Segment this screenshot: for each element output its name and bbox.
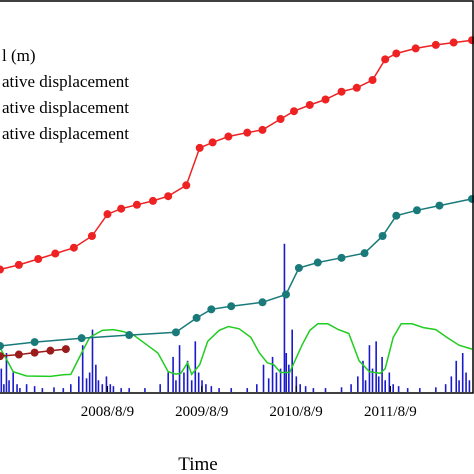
data-point-red xyxy=(352,83,361,92)
x-axis-label: Time xyxy=(178,454,217,474)
data-point-red xyxy=(305,100,314,109)
x-tick-label: 2009/8/9 xyxy=(175,404,228,420)
legend-entry: ative displacement xyxy=(2,98,129,117)
data-point-red xyxy=(0,265,4,274)
data-point-teal xyxy=(378,232,387,240)
data-point-darkred xyxy=(46,346,55,355)
legend: l (m) ative displacement ative displacemen… xyxy=(2,46,129,143)
data-point-red xyxy=(224,132,233,141)
legend-entry: ative displacement xyxy=(2,124,129,143)
data-point-red xyxy=(51,249,60,258)
data-point-red xyxy=(289,107,298,116)
plot-marks xyxy=(0,36,474,392)
data-point-teal xyxy=(0,341,4,350)
data-point-darkred xyxy=(61,345,70,354)
data-point-darkred xyxy=(0,352,4,361)
series-line-green xyxy=(0,323,473,378)
x-axis: 2008/8/9 2009/8/9 2010/8/9 2011/8/9 xyxy=(81,386,417,420)
data-point-teal xyxy=(207,305,216,314)
data-point-red xyxy=(195,143,204,152)
data-point-red xyxy=(69,243,78,252)
data-point-red xyxy=(368,76,377,84)
data-point-red xyxy=(321,95,330,104)
plot-frame xyxy=(0,0,474,394)
data-point-red xyxy=(381,55,390,64)
data-point-teal xyxy=(294,263,303,272)
data-point-teal xyxy=(258,298,267,307)
data-point-teal xyxy=(392,211,401,220)
data-point-teal xyxy=(360,249,369,258)
data-point-red xyxy=(14,260,23,269)
data-point-teal xyxy=(435,201,444,210)
data-point-teal xyxy=(337,253,346,262)
data-point-red xyxy=(132,200,141,209)
data-point-red xyxy=(243,128,252,137)
data-point-teal xyxy=(30,338,39,347)
data-point-red xyxy=(148,196,157,205)
data-point-teal xyxy=(313,258,322,267)
data-point-red xyxy=(117,204,126,213)
data-point-teal xyxy=(125,331,134,340)
data-point-red xyxy=(87,232,96,240)
data-point-red xyxy=(258,125,267,134)
legend-entry: l (m) xyxy=(2,46,36,65)
x-tick-label: 2008/8/9 xyxy=(81,404,134,420)
data-point-red xyxy=(411,44,420,53)
data-point-teal xyxy=(77,334,86,343)
data-point-red xyxy=(392,49,401,58)
data-point-darkred xyxy=(14,350,23,359)
data-point-teal xyxy=(281,290,290,299)
data-point-red xyxy=(164,192,173,201)
data-point-red xyxy=(182,181,191,190)
legend-entry: ative displacement xyxy=(2,72,129,91)
data-point-teal xyxy=(227,302,236,311)
data-point-red xyxy=(431,40,440,49)
data-point-teal xyxy=(171,328,180,337)
data-point-red xyxy=(449,38,458,47)
data-point-red xyxy=(337,87,346,96)
data-point-red xyxy=(103,210,112,219)
data-point-red xyxy=(208,138,217,147)
data-point-teal xyxy=(192,313,201,322)
data-point-darkred xyxy=(30,348,39,357)
data-point-red xyxy=(34,255,43,264)
data-point-red xyxy=(276,115,285,123)
x-tick-label: 2010/8/9 xyxy=(269,404,322,420)
data-point-teal xyxy=(412,206,421,215)
x-tick-label: 2011/8/9 xyxy=(364,404,417,420)
